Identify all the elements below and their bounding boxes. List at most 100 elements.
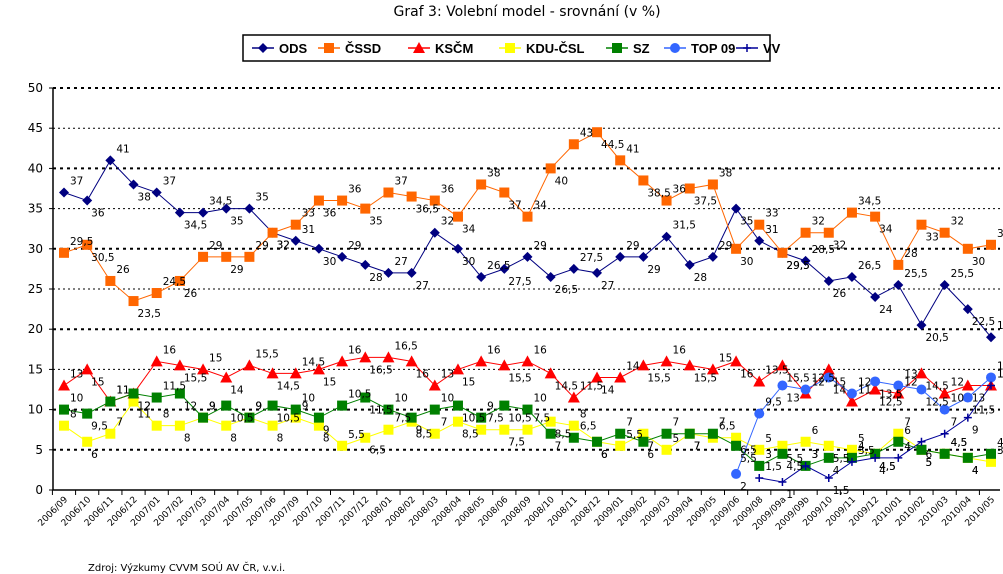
legend-marker-icon xyxy=(413,42,425,53)
axes: 051015202530354045502006/092006/102006/1… xyxy=(28,81,1000,533)
data-label: 8 xyxy=(70,409,77,421)
data-label: 35 xyxy=(230,216,243,228)
data-point xyxy=(568,263,579,274)
data-label: 15 xyxy=(209,352,222,364)
data-label: 9 xyxy=(209,401,216,413)
data-label: 13,5 xyxy=(765,364,788,376)
data-label: 6,5 xyxy=(740,445,757,457)
data-label: 4 xyxy=(879,465,886,477)
data-label: 29,5 xyxy=(786,260,809,272)
data-label: 26,5 xyxy=(858,260,881,272)
data-label: 3 xyxy=(812,449,819,461)
legend-label: KSČM xyxy=(435,41,473,56)
data-point xyxy=(429,428,440,439)
data-point xyxy=(661,428,672,439)
data-point xyxy=(267,420,278,431)
data-point xyxy=(962,452,973,463)
data-point xyxy=(731,432,742,443)
data-label: 10 xyxy=(441,393,454,405)
data-point xyxy=(243,359,256,371)
data-point xyxy=(707,428,718,439)
data-label: 10,5 xyxy=(348,389,371,401)
data-label: 27 xyxy=(416,280,429,292)
series-vv xyxy=(755,381,995,486)
data-label: 34 xyxy=(534,200,548,212)
data-label: 15 xyxy=(462,376,475,388)
data-point xyxy=(568,420,579,431)
data-label: 12 xyxy=(858,377,871,389)
data-point xyxy=(916,384,927,395)
data-label: 9,5 xyxy=(91,421,108,433)
data-point xyxy=(82,408,93,419)
data-point xyxy=(198,251,209,262)
data-point xyxy=(59,420,69,431)
data-label: 27 xyxy=(601,280,614,292)
data-label: 26 xyxy=(184,288,198,300)
data-point xyxy=(731,243,742,254)
data-point xyxy=(313,243,324,254)
data-point xyxy=(105,428,116,439)
data-label: 16 xyxy=(487,344,501,356)
data-label: 28 xyxy=(904,248,917,260)
data-point xyxy=(847,457,856,466)
data-label: 4,5 xyxy=(879,461,896,473)
data-point xyxy=(683,359,696,371)
data-point xyxy=(893,428,904,439)
data-label: 28,5 xyxy=(812,244,835,256)
data-label: 29 xyxy=(230,264,243,276)
data-label: 5 xyxy=(858,433,865,445)
data-point xyxy=(962,392,973,403)
y-tick-label: 40 xyxy=(28,161,43,175)
data-point xyxy=(405,355,418,367)
data-point xyxy=(963,413,972,422)
data-label: 15,5 xyxy=(508,372,531,384)
data-label: 11 xyxy=(138,409,151,421)
data-point xyxy=(869,383,882,395)
data-point xyxy=(893,279,904,290)
data-label: 36 xyxy=(323,208,337,220)
data-point xyxy=(939,448,950,459)
data-point xyxy=(731,440,742,451)
data-label: 25,5 xyxy=(951,268,974,280)
data-point xyxy=(406,191,417,202)
data-point xyxy=(916,320,927,331)
data-label: 10,5 xyxy=(230,413,253,425)
data-point xyxy=(592,267,603,278)
data-label: 6 xyxy=(904,425,911,437)
data-point xyxy=(615,251,626,262)
data-point xyxy=(522,404,533,415)
data-label: 13 xyxy=(70,368,83,380)
data-label: 30,5 xyxy=(997,228,1003,240)
data-label: 32 xyxy=(277,240,290,252)
data-label: 7 xyxy=(694,441,701,453)
data-point xyxy=(961,379,974,391)
data-point xyxy=(545,271,556,282)
data-point xyxy=(476,412,487,423)
series-sz xyxy=(59,388,996,471)
y-tick-label: 5 xyxy=(35,443,43,457)
data-point xyxy=(59,247,69,258)
data-label: 4,5 xyxy=(997,437,1003,449)
data-point xyxy=(939,279,950,290)
data-label: 5,5 xyxy=(786,453,803,465)
data-label: 7,5 xyxy=(487,413,504,425)
data-label: 4 xyxy=(972,465,979,477)
data-point xyxy=(499,400,510,411)
data-label: 8 xyxy=(184,433,191,445)
y-tick-label: 15 xyxy=(28,362,43,376)
data-label: 7,5 xyxy=(508,437,525,449)
data-label: 7 xyxy=(951,417,958,429)
data-point xyxy=(337,251,348,262)
data-label: 6,5 xyxy=(719,421,736,433)
y-tick-label: 35 xyxy=(28,202,43,216)
data-point xyxy=(428,379,441,391)
data-point xyxy=(894,453,903,462)
data-point xyxy=(755,473,764,482)
legend-item: ODS xyxy=(252,41,308,56)
data-point xyxy=(82,195,93,206)
data-label: 13 xyxy=(972,392,985,404)
legend-label: TOP 09 xyxy=(691,41,735,56)
data-point xyxy=(359,351,372,363)
legend: ODS ČSSD KSČM KDU-ČSL SZ TOP 09 VV xyxy=(242,34,781,62)
data-label: 30 xyxy=(972,256,985,268)
